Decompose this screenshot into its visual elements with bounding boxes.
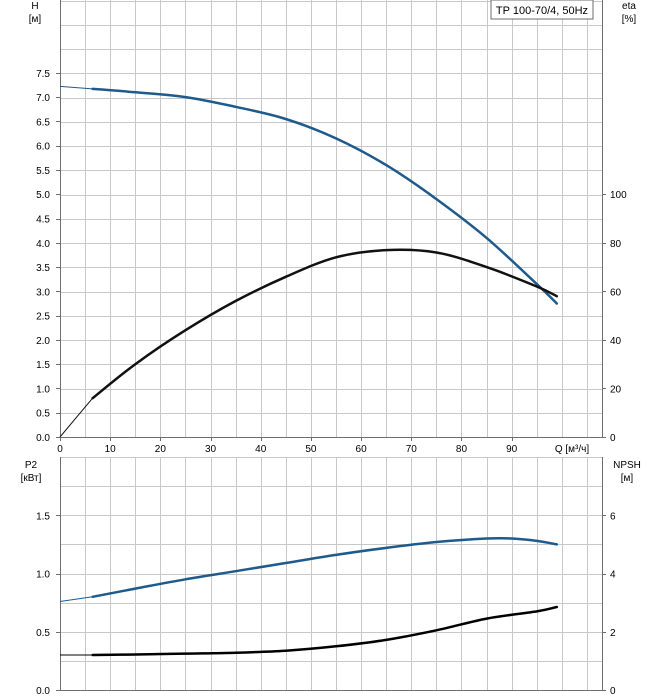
top-x-tick-label: 20 bbox=[155, 444, 167, 455]
top-series-1-extension bbox=[59, 397, 93, 438]
legend-box: TP 100-70/4, 50Hz bbox=[490, 0, 594, 20]
top-x-tick-label: 10 bbox=[105, 444, 117, 455]
top-right-tick-label: 80 bbox=[610, 239, 622, 250]
top-left-tick-label: 1.0 bbox=[36, 384, 50, 395]
top-x-tick-label: 30 bbox=[205, 444, 217, 455]
bottom-series-0-line bbox=[91, 536, 559, 599]
top-left-tick-label: 4.0 bbox=[36, 239, 50, 250]
top-right-axis-label-2: [%] bbox=[622, 14, 637, 25]
top-tick-labels: 0.0 0.5 1.0 1.5 2.0 2.5 3.0 3.5 4.0 4.5 5.0 5.5 6.0 6… bbox=[36, 69, 627, 455]
top-left-tick-label: 1.5 bbox=[36, 360, 50, 371]
bottom-tick-labels: 0.0 0.5 1.0 1.5 0 2 4 6 bbox=[36, 511, 616, 697]
bottom-series bbox=[59, 536, 559, 657]
top-right-tick-label: 100 bbox=[610, 190, 627, 201]
top-left-tick-label: 7.0 bbox=[36, 93, 50, 104]
top-right-tick-label: 40 bbox=[610, 336, 622, 347]
top-x-tick-label: 80 bbox=[456, 444, 468, 455]
x-axis-label: Q [м³/ч] bbox=[555, 444, 590, 455]
bottom-series-0-extension bbox=[59, 596, 93, 602]
bottom-right-axis-label-2: [м] bbox=[621, 473, 634, 484]
top-x-tick-label: 40 bbox=[255, 444, 267, 455]
bottom-left-tick-label: 1.5 bbox=[36, 511, 50, 522]
top-right-tick-label: 20 bbox=[610, 384, 622, 395]
top-left-tick-label: 7.5 bbox=[36, 69, 50, 80]
top-left-axis-label-1: H bbox=[31, 1, 38, 12]
top-axes bbox=[60, 0, 603, 438]
top-x-tick-label: 90 bbox=[506, 444, 518, 455]
bottom-left-tick-label: 0.5 bbox=[36, 628, 50, 639]
top-right-axis-label-1: eta bbox=[622, 1, 636, 12]
top-left-tick-label: 3.0 bbox=[36, 287, 50, 298]
top-x-tick-label: 0 bbox=[57, 444, 63, 455]
bottom-left-axis-label-2: [кВт] bbox=[21, 473, 42, 484]
top-left-tick-label: 0.5 bbox=[36, 409, 50, 420]
top-right-tick-label: 0 bbox=[610, 433, 616, 444]
top-left-tick-label: 6.0 bbox=[36, 142, 50, 153]
top-left-tick-label: 2.5 bbox=[36, 312, 50, 323]
bottom-right-axis-label-1: NPSH bbox=[613, 460, 641, 471]
top-left-tick-label: 3.5 bbox=[36, 263, 50, 274]
bottom-series-1-line bbox=[91, 605, 559, 657]
top-series bbox=[59, 85, 559, 438]
top-left-tick-label: 5.5 bbox=[36, 166, 50, 177]
top-left-axis-label-2: [м] bbox=[29, 14, 42, 25]
top-series-0-extension bbox=[59, 85, 93, 90]
top-left-tick-label: 4.5 bbox=[36, 215, 50, 226]
bottom-left-tick-label: 0.0 bbox=[36, 686, 50, 697]
top-right-tick-label: 60 bbox=[610, 287, 622, 298]
top-left-tick-label: 2.0 bbox=[36, 336, 50, 347]
top-series-0-line bbox=[91, 87, 559, 305]
bottom-left-axis-label-1: P2 bbox=[25, 460, 38, 471]
bottom-axes bbox=[60, 457, 603, 691]
top-left-tick-label: 5.0 bbox=[36, 190, 50, 201]
head-efficiency-panel: 0.0 0.5 1.0 1.5 2.0 2.5 3.0 3.5 4.0 4.5 5.0 5.5 6.0 6… bbox=[29, 0, 637, 455]
bottom-left-tick-label: 1.0 bbox=[36, 570, 50, 581]
top-x-tick-label: 70 bbox=[406, 444, 418, 455]
bottom-right-tick-label: 6 bbox=[610, 511, 616, 522]
top-x-tick-label: 60 bbox=[356, 444, 368, 455]
top-left-tick-label: 6.5 bbox=[36, 117, 50, 128]
top-x-tick-label: 50 bbox=[305, 444, 317, 455]
legend-title: TP 100-70/4, 50Hz bbox=[496, 5, 588, 17]
top-left-tick-label: 0.0 bbox=[36, 433, 50, 444]
top-series-1-line bbox=[91, 248, 559, 400]
bottom-right-tick-label: 2 bbox=[610, 628, 616, 639]
top-grid bbox=[60, 0, 602, 437]
bottom-right-tick-label: 4 bbox=[610, 570, 616, 581]
bottom-right-tick-label: 0 bbox=[610, 686, 616, 697]
power-npsh-panel: 0.0 0.5 1.0 1.5 0 2 4 6 P2 [кВт] NPSH [м] bbox=[21, 457, 641, 697]
